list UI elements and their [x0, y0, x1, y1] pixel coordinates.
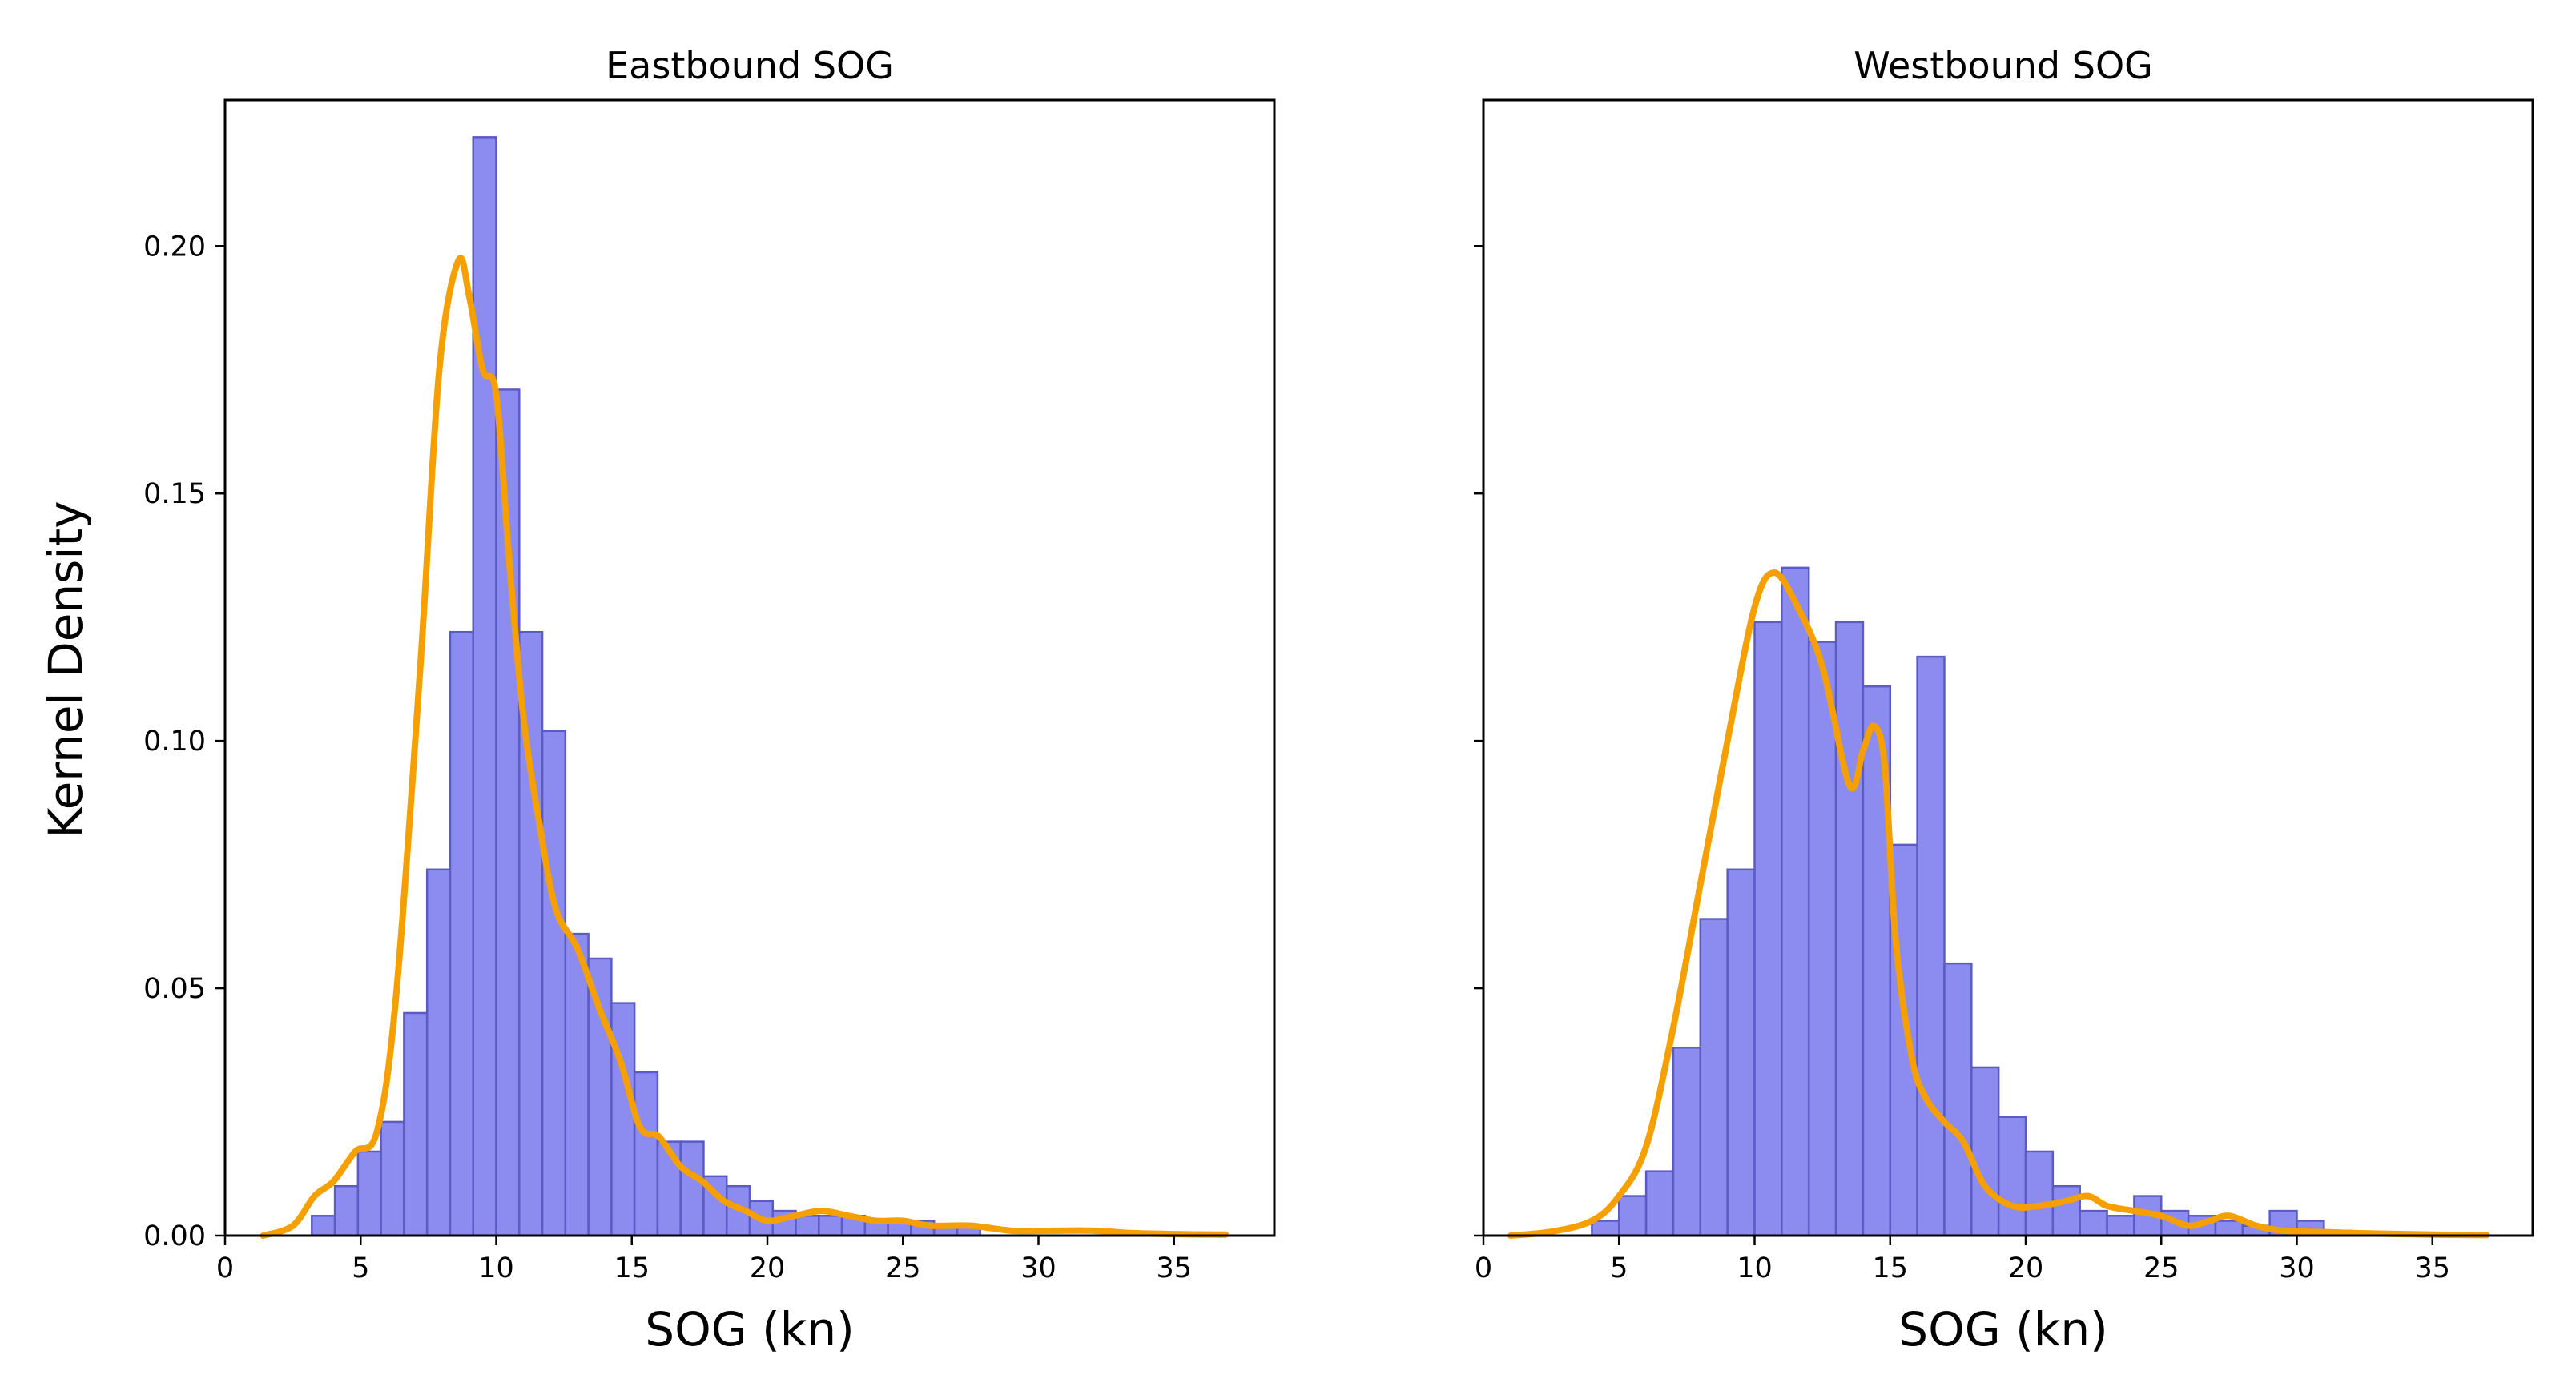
plot-frame	[1482, 98, 2534, 1237]
histogram-bar	[311, 1215, 336, 1237]
x-tick-label: 30	[2279, 1252, 2315, 1284]
histogram-bar	[1726, 868, 1756, 1237]
histogram-bar	[633, 1071, 659, 1237]
x-tick-label: 35	[2414, 1252, 2450, 1284]
x-tick-label: 20	[2008, 1252, 2044, 1284]
histogram-bar	[333, 1184, 360, 1237]
histogram-bar	[1618, 1195, 1648, 1237]
y-tick-label: 0.15	[143, 478, 206, 510]
histogram-bar	[1644, 1170, 1675, 1237]
histogram-bar	[2214, 1220, 2244, 1237]
histogram-bar	[2106, 1215, 2135, 1237]
histogram-bar	[1916, 655, 1946, 1237]
histogram-bar	[795, 1215, 820, 1237]
x-axis-label: SOG (kn)	[1898, 1302, 2107, 1357]
histogram-bar	[1591, 1220, 1620, 1237]
kde-line	[260, 255, 1230, 1239]
plot-frame	[223, 98, 1276, 1237]
x-tick-label: 15	[1872, 1252, 1908, 1284]
histogram-bar	[1943, 962, 1973, 1237]
chart-title: Westbound SOG	[1854, 44, 2153, 87]
y-tick-label: 0.00	[143, 1220, 206, 1252]
histogram-bar	[679, 1140, 705, 1237]
histogram-bar	[425, 868, 452, 1237]
x-tick-label: 25	[885, 1252, 921, 1284]
x-tick-label: 10	[478, 1252, 514, 1284]
y-tick-label: 0.05	[143, 973, 206, 1005]
x-tick-label: 25	[2143, 1252, 2180, 1284]
histogram-bar	[1672, 1046, 1702, 1237]
x-tick-label: 30	[1020, 1252, 1057, 1284]
x-ticks: 0 5 10 15 20 25 30 35	[1475, 1236, 2450, 1284]
kde-line	[1507, 569, 2490, 1239]
chart-title: Eastbound SOG	[606, 44, 894, 87]
westbound-panel: Westbound SOG 0 5 10 15 20 25 30 35 SOG (kn)	[1474, 44, 2534, 1357]
histogram-bar	[541, 730, 567, 1237]
histogram-bar	[356, 1150, 382, 1237]
histogram-bar	[2024, 1150, 2055, 1237]
histogram-bar	[1807, 641, 1837, 1237]
y-axis-label: Kernel Density	[38, 501, 93, 838]
bars	[311, 136, 981, 1237]
x-tick-label: 5	[1610, 1252, 1628, 1284]
histogram-bar	[1781, 566, 1810, 1237]
histogram-bar	[2051, 1184, 2081, 1237]
x-tick-label: 10	[1737, 1252, 1773, 1284]
histogram-bar	[1699, 918, 1729, 1237]
histogram-bar	[449, 630, 474, 1237]
y-ticks: 0.00 0.05 0.10 0.15 0.20	[143, 231, 225, 1252]
y-ticks	[1474, 245, 1483, 1237]
x-tick-label: 0	[216, 1252, 234, 1284]
y-tick-label: 0.20	[143, 231, 206, 263]
x-tick-label: 35	[1156, 1252, 1192, 1284]
histogram-bar	[380, 1120, 405, 1237]
bars	[1591, 566, 2353, 1237]
histogram-bar	[587, 957, 613, 1237]
histogram-bar	[403, 1011, 429, 1237]
x-axis-label: SOG (kn)	[645, 1302, 854, 1357]
histogram-bar	[564, 932, 590, 1237]
x-ticks: 0 5 10 15 20 25 30 35	[216, 1236, 1192, 1284]
histogram-bar	[1834, 621, 1865, 1237]
histogram-bar	[2079, 1209, 2108, 1237]
y-tick-label: 0.10	[143, 726, 206, 758]
x-tick-label: 15	[614, 1252, 650, 1284]
eastbound-panel: Eastbound SOG 0 5 10 15 20 25 30 35 0.00 0.05 0.1…	[143, 44, 1276, 1357]
histogram-bar	[472, 136, 497, 1237]
histogram-bar	[1997, 1116, 2027, 1237]
x-tick-label: 0	[1475, 1252, 1492, 1284]
x-tick-label: 20	[750, 1252, 786, 1284]
histogram-bar	[818, 1215, 843, 1237]
histogram-bar	[1970, 1066, 2000, 1237]
x-tick-label: 5	[352, 1252, 369, 1284]
histogram-bar	[1753, 621, 1783, 1237]
